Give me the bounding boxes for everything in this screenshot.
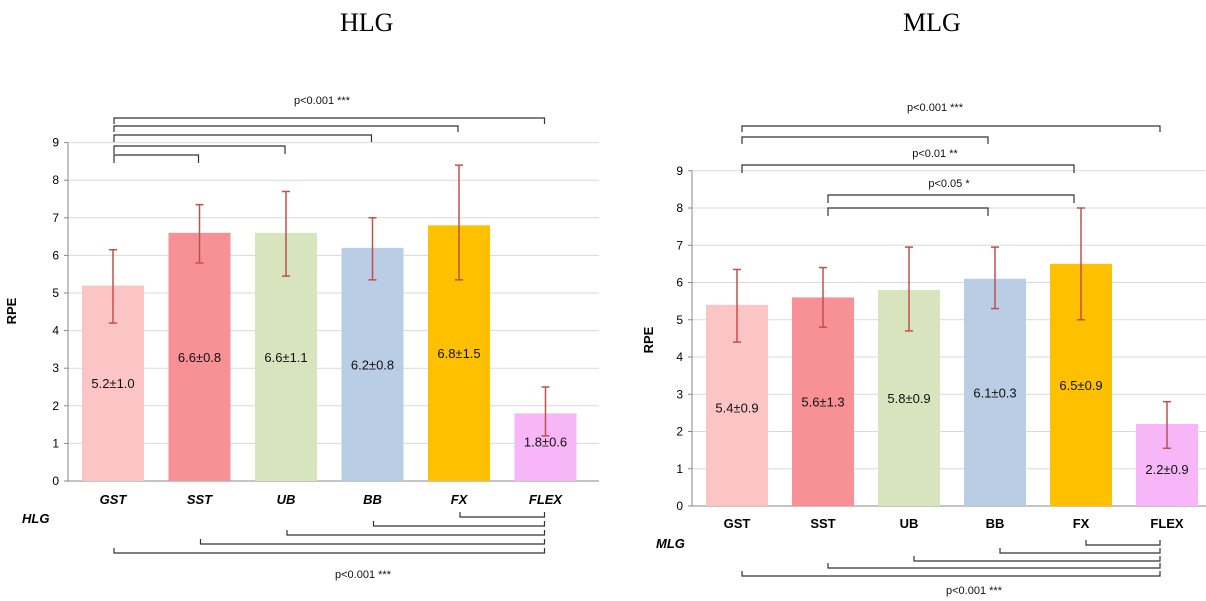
y-tick-label: 7 <box>676 238 683 252</box>
group-label: MLG <box>656 536 685 551</box>
x-tick-label: BB <box>986 516 1005 531</box>
y-tick-label: 5 <box>52 286 59 300</box>
data-label: 5.8±0.9 <box>887 391 930 406</box>
data-label: 6.6±0.8 <box>178 350 221 365</box>
chart-title-mlg: MLG <box>903 8 961 37</box>
significance-bracket-top <box>741 125 1161 132</box>
x-tick-label: UB <box>277 492 296 507</box>
y-tick-label: 2 <box>676 425 683 439</box>
bar-mlg-sst <box>792 297 854 506</box>
x-tick-label: BB <box>363 492 382 507</box>
significance-bracket-top <box>827 194 1075 203</box>
y-tick-label: 1 <box>52 436 59 450</box>
x-tick-label: FX <box>451 492 469 507</box>
data-label: 6.5±0.9 <box>1059 378 1102 393</box>
significance-bracket-top <box>113 117 546 124</box>
y-tick-label: 8 <box>676 201 683 215</box>
significance-bracket-top <box>113 125 459 132</box>
x-tick-label: SST <box>187 492 213 507</box>
significance-bracket-top <box>741 164 1075 173</box>
x-tick-label: FLEX <box>529 492 564 507</box>
p-value-label: p<0.001 *** <box>946 585 1003 597</box>
y-tick-label: 6 <box>676 276 683 290</box>
y-tick-label: 0 <box>52 474 59 488</box>
x-tick-label: SST <box>810 516 835 531</box>
significance-bracket-top <box>113 154 200 163</box>
p-value-label: p<0.001 *** <box>335 569 392 581</box>
p-value-label: p<0.001 *** <box>294 95 351 107</box>
y-axis-label: RPE <box>641 326 656 353</box>
significance-bracket-bottom <box>286 530 546 536</box>
y-tick-label: 7 <box>52 211 59 225</box>
significance-bracket-bottom <box>372 521 546 527</box>
significance-bracket-bottom <box>913 556 1161 562</box>
x-tick-label: FLEX <box>1150 516 1184 531</box>
significance-bracket-bottom <box>199 539 546 545</box>
significance-bracket-top <box>741 136 989 144</box>
data-label: 5.4±0.9 <box>715 400 758 415</box>
chart-title-hlg: HLG <box>340 8 394 37</box>
data-label: 5.6±1.3 <box>801 395 844 410</box>
data-label: 6.2±0.8 <box>351 357 394 372</box>
y-tick-label: 8 <box>52 173 59 187</box>
x-tick-label: FX <box>1073 516 1090 531</box>
y-tick-label: 1 <box>676 462 683 476</box>
y-axis-label: RPE <box>4 297 19 324</box>
y-tick-label: 2 <box>52 399 59 413</box>
significance-bracket-top <box>113 134 373 142</box>
x-tick-label: GST <box>100 492 128 507</box>
significance-bracket-bottom <box>827 563 1161 569</box>
y-tick-label: 3 <box>52 361 59 375</box>
significance-bracket-bottom <box>459 512 546 518</box>
p-value-label: p<0.01 ** <box>912 148 958 160</box>
y-tick-label: 3 <box>676 387 683 401</box>
bar-mlg-bb <box>964 278 1026 506</box>
y-tick-label: 4 <box>676 350 683 364</box>
significance-bracket-top <box>827 207 989 216</box>
data-label: 6.1±0.3 <box>973 385 1016 400</box>
x-tick-label: GST <box>724 516 751 531</box>
y-tick-label: 4 <box>52 324 59 338</box>
y-tick-label: 5 <box>676 313 683 327</box>
significance-bracket-top <box>113 145 286 154</box>
y-tick-label: 9 <box>52 136 59 150</box>
p-value-label: p<0.05 * <box>928 178 970 190</box>
y-tick-label: 0 <box>676 499 683 513</box>
significance-bracket-bottom <box>113 548 546 554</box>
x-tick-label: UB <box>900 516 919 531</box>
y-tick-label: 9 <box>676 164 683 178</box>
bar-hlg-sst <box>168 232 231 481</box>
significance-bracket-bottom <box>999 548 1161 554</box>
data-label: 2.2±0.9 <box>1145 462 1188 477</box>
group-label: HLG <box>22 511 49 526</box>
data-label: 6.6±1.1 <box>264 350 307 365</box>
p-value-label: p<0.001 *** <box>907 102 964 114</box>
y-tick-label: 6 <box>52 248 59 262</box>
data-label: 5.2±1.0 <box>91 376 134 391</box>
significance-bracket-bottom <box>741 571 1161 577</box>
significance-bracket-bottom <box>1085 540 1161 546</box>
bar-hlg-bb <box>341 247 404 481</box>
data-label: 1.8±0.6 <box>524 435 567 450</box>
data-label: 6.8±1.5 <box>437 346 480 361</box>
